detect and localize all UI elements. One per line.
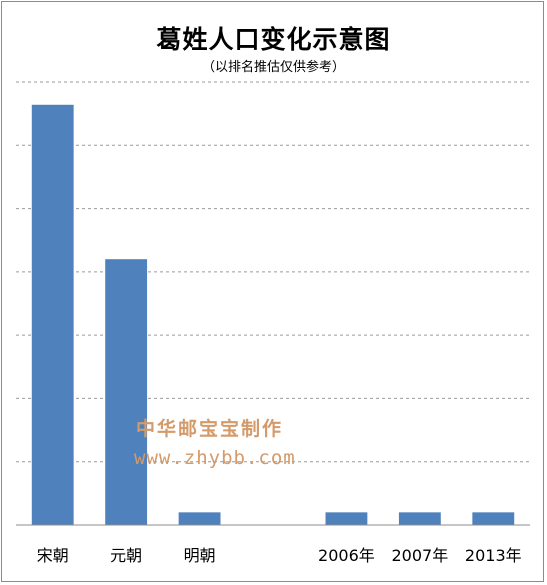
x-tick-label: 元朝 xyxy=(110,546,142,565)
bar xyxy=(472,512,515,525)
chart-title: 葛姓人口变化示意图 xyxy=(156,25,391,54)
chart-subtitle: （以排名推估仅供参考） xyxy=(201,60,345,75)
x-tick-labels: 宋朝 元朝 明朝 2006年 2007年 2013年 xyxy=(37,546,522,565)
x-tick-label: 明朝 xyxy=(184,546,216,565)
bar xyxy=(105,259,148,525)
bar xyxy=(178,512,221,525)
watermark-url: www.zhybb.com xyxy=(134,447,296,469)
x-tick-label: 2007年 xyxy=(391,546,448,565)
gridlines xyxy=(16,81,530,463)
x-tick-label: 宋朝 xyxy=(37,546,69,565)
x-tick-label: 2013年 xyxy=(465,546,522,565)
bar xyxy=(325,512,368,525)
x-tick-label: 2006年 xyxy=(318,546,375,565)
bar xyxy=(398,512,441,525)
watermark-text: 中华邮宝宝制作 xyxy=(136,418,284,440)
bar xyxy=(31,104,74,525)
bars xyxy=(31,104,515,525)
